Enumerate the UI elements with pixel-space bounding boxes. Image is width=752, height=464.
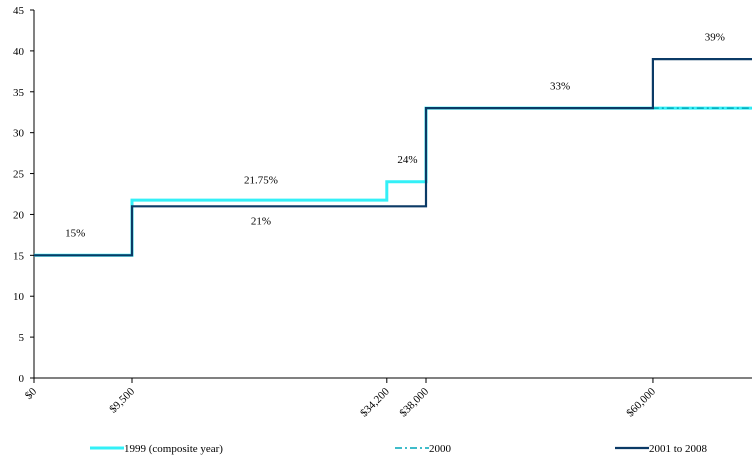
rate-label: 39% [705,31,725,43]
series-line-2001-to-2008 [34,58,752,257]
series-layer [34,58,752,257]
rate-label: 15% [65,228,85,240]
y-tick-label: 20 [13,209,25,221]
y-tick-label: 5 [19,332,25,344]
y-tick-label: 0 [19,373,25,385]
x-tick-label: $34,200 [358,385,392,419]
y-tick-label: 25 [13,169,25,181]
x-tick-label: $60,000 [624,385,658,419]
legend-label-1999-composite-year: 1999 (composite year) [124,443,223,455]
y-tick-label: 15 [13,250,25,262]
y-tick-label: 40 [13,46,25,58]
y-tick-label: 35 [13,87,25,99]
x-tick-label: $38,000 [397,385,431,419]
rate-label: 33% [550,80,570,92]
y-tick-label: 45 [13,5,25,17]
y-tick-label: 10 [13,291,25,303]
legend: 1999 (composite year) 2000 2001 to 2008 [90,443,708,455]
x-tick-label: $9,500 [107,385,137,415]
series-line-1999-composite-year [34,106,752,257]
y-tick-label: 30 [13,128,25,140]
rate-label: 21% [251,215,271,227]
rate-label: 24% [397,154,417,166]
legend-label-2001-to-2008: 2001 to 2008 [649,443,708,455]
y-axis-ticks: 0 5 10 15 20 25 30 35 40 45 [13,5,34,385]
annotation-layer: 15% 21.75% 21% 24% 33% 39% [65,31,725,239]
legend-label-2000: 2000 [429,443,452,455]
x-axis-ticks: $0 $9,500 $34,200 $38,000 $60,000 [23,378,658,419]
rate-label: 21.75% [244,174,278,186]
x-tick-label: $0 [23,385,40,402]
